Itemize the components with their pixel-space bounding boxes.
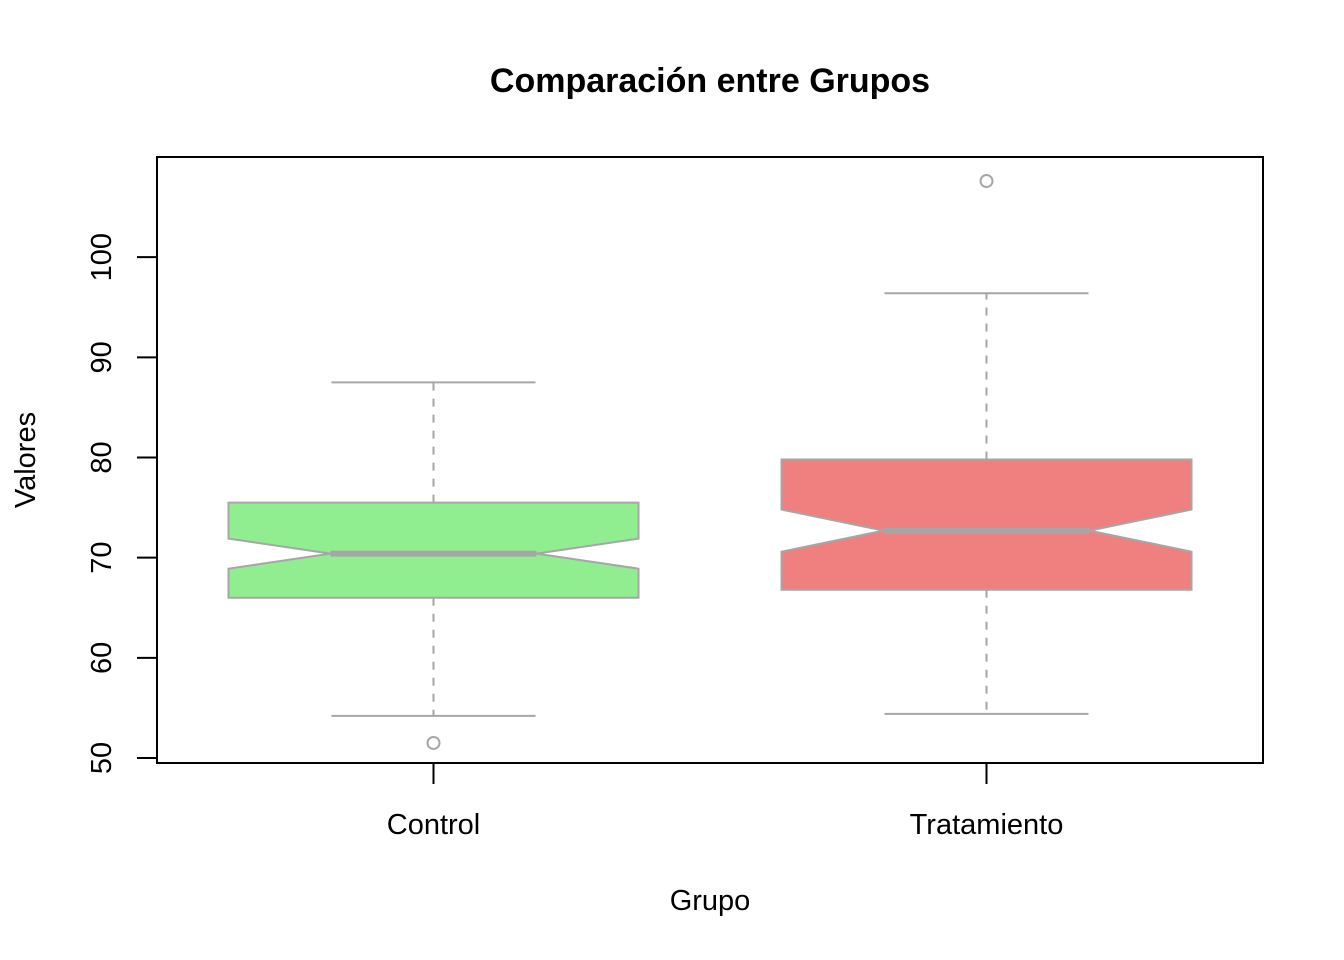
- y-tick-label: 70: [86, 542, 118, 574]
- y-tick-label: 100: [86, 233, 118, 281]
- y-axis: 50 60 70 80 90 100: [86, 233, 158, 774]
- chart-title: Comparación entre Grupos: [490, 62, 930, 100]
- y-tick-label: 90: [86, 341, 118, 373]
- outlier-point: [426, 735, 441, 750]
- y-tick-label: 80: [86, 441, 118, 473]
- y-axis-label: Valores: [10, 412, 42, 508]
- y-tick-label: 60: [86, 642, 118, 674]
- x-tick-label: Tratamiento: [910, 809, 1064, 841]
- y-tick-label: 50: [86, 742, 118, 774]
- x-axis: Control Tratamiento: [387, 763, 1064, 841]
- x-tick-label: Control: [387, 809, 481, 841]
- box-body: [780, 458, 1193, 591]
- x-axis-label: Grupo: [670, 885, 751, 917]
- box-series: [227, 174, 1193, 750]
- outlier-point: [979, 174, 994, 189]
- box-tratamiento: [780, 174, 1193, 715]
- box-body: [227, 501, 640, 599]
- box-control: [227, 381, 640, 750]
